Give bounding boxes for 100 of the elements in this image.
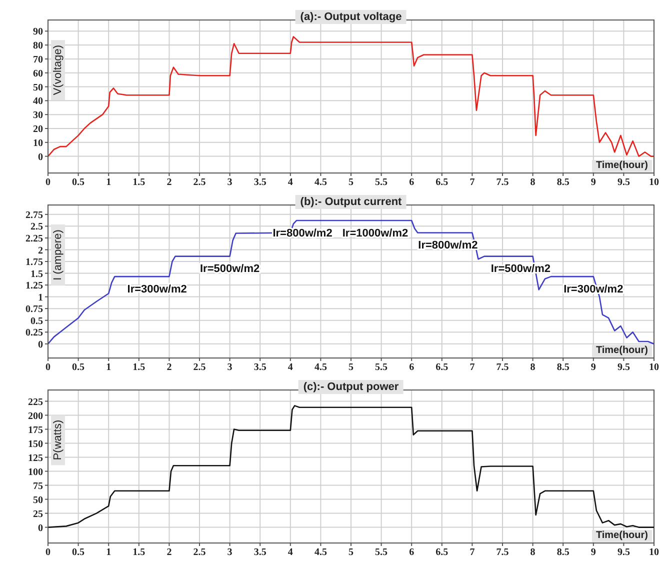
annotation: Ir=300w/m2 [127,283,187,296]
x-tick-label: 7.5 [496,547,509,558]
x-tick-label: 6.5 [436,547,448,558]
x-tick-label: 1.5 [132,547,146,558]
y-tick-label: 2.75 [26,210,43,221]
line-series [48,405,654,528]
x-tick-label: 6 [409,177,414,188]
x-tick-label: 4 [288,547,293,558]
y-tick-label: 2 [38,245,43,256]
y-tick-label: 0.25 [26,328,43,339]
x-tick-label: 3 [227,177,232,188]
x-tick-label: 9.5 [617,547,630,558]
x-axis-title: Time(hour) [592,530,652,542]
y-tick-label: 1.25 [26,280,43,292]
x-tick-label: 4.5 [314,547,327,558]
x-axis-title: Time(hour) [592,345,652,357]
x-tick-label: 5.5 [375,177,388,188]
x-tick-label: 5 [348,362,354,374]
y-tick-label: 80 [33,40,43,52]
x-tick-label: 4.5 [314,177,327,188]
x-tick-label: 6 [409,362,414,374]
y-tick-label: 90 [33,26,43,38]
x-tick-label: 4 [288,362,293,374]
x-tick-label: 1.5 [132,177,146,188]
x-tick-label: 3 [227,547,232,558]
x-tick-label: 8.5 [556,362,570,374]
x-tick-label: 8.5 [556,547,570,558]
y-tick-label: 2.5 [30,222,43,233]
x-tick-label: 3 [227,362,232,374]
x-tick-label: 7.5 [496,362,509,374]
y-tick-label: 70 [33,54,43,66]
annotation: Ir=1000w/m2 [342,227,408,240]
x-tick-label: 0.5 [72,177,85,188]
y-tick-label: 25 [33,508,43,520]
y-axis-title: V(voltage) [51,40,65,100]
x-tick-label: 5.5 [375,547,388,558]
y-tick-label: 0.5 [30,316,43,327]
x-tick-label: 2 [166,547,172,558]
x-tick-label: 7 [470,177,475,188]
x-tick-label: 7 [470,547,475,558]
x-tick-label: 5 [348,177,354,188]
y-tick-label: 1.75 [26,257,43,268]
x-tick-label: 1 [106,177,112,188]
x-tick-label: 9 [590,362,596,374]
x-tick-label: 8.5 [556,177,570,188]
y-tick-label: 200 [28,410,43,422]
y-tick-label: 75 [33,480,43,492]
line-series [48,220,654,345]
y-tick-label: 10 [33,138,43,149]
x-tick-label: 5.5 [375,362,388,374]
x-tick-label: 0 [46,547,50,558]
annotation: Ir=800w/m2 [272,227,332,240]
x-tick-label: 4 [288,177,293,188]
y-tick-label: 1.5 [30,268,43,280]
y-tick-label: 30 [33,110,43,122]
x-tick-label: 9.5 [617,362,630,374]
x-tick-label: 10 [649,177,659,188]
x-tick-label: 7 [470,362,475,374]
y-tick-label: 50 [33,82,43,94]
x-tick-label: 7.5 [496,177,509,188]
y-tick-label: 100 [28,466,43,478]
y-tick-label: 40 [33,96,43,108]
y-tick-label: 175 [28,424,43,436]
x-tick-label: 8 [530,547,536,558]
x-tick-label: 9 [590,547,596,558]
x-tick-label: 1.5 [132,362,146,374]
x-tick-label: 3.5 [254,547,266,558]
x-tick-label: 8 [530,177,536,188]
y-tick-label: 125 [28,452,43,464]
y-tick-label: 0 [38,152,43,163]
y-tick-label: 1 [38,292,43,304]
x-tick-label: 6.5 [436,177,448,188]
x-tick-label: 1 [106,362,112,374]
chart-title: (a):- Output voltage [295,10,407,24]
x-tick-label: 2.5 [193,177,206,188]
y-tick-label: 0 [38,522,43,534]
y-tick-label: 50 [33,494,43,506]
y-tick-label: 60 [33,68,43,80]
x-tick-label: 9 [590,177,596,188]
y-tick-label: 20 [33,124,43,136]
x-tick-label: 10 [649,362,659,374]
line-series [48,36,654,157]
x-tick-label: 9.5 [617,177,630,188]
y-tick-label: 0 [38,339,43,350]
y-axis-title: I (ampere) [51,224,65,286]
x-tick-label: 0.5 [72,362,85,374]
y-tick-label: 225 [28,396,43,408]
y-tick-label: 2.25 [26,234,43,245]
x-tick-label: 1 [106,547,112,558]
x-tick-label: 0.5 [72,547,85,558]
chart-title: (c):- Output power [298,380,404,394]
x-tick-label: 0 [46,362,50,374]
y-tick-label: 0.75 [26,304,43,316]
x-tick-label: 2.5 [193,547,206,558]
x-tick-label: 2 [166,177,172,188]
y-axis-title: P(watts) [51,414,65,466]
x-tick-label: 8 [530,362,536,374]
x-tick-label: 0 [46,177,50,188]
x-tick-label: 2 [166,362,172,374]
y-tick-label: 150 [28,438,43,450]
